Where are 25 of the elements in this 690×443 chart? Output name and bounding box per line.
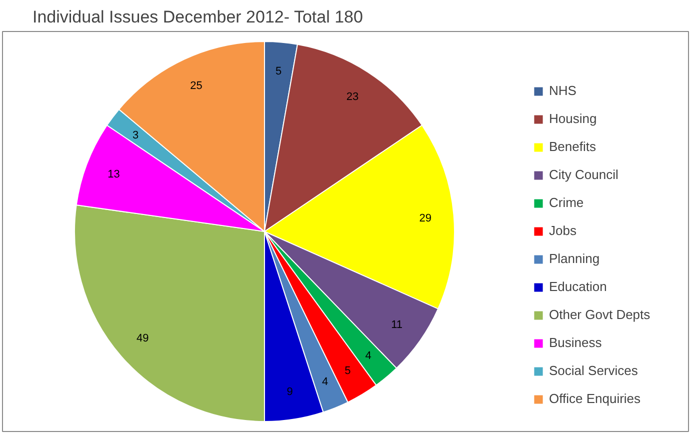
legend-label: Jobs — [549, 223, 576, 238]
data-label: 25 — [190, 80, 202, 92]
data-label: 9 — [286, 386, 293, 398]
data-label: 5 — [276, 66, 282, 78]
legend-label: Benefits — [549, 139, 596, 154]
legend-label: Education — [549, 279, 607, 294]
data-label: 29 — [419, 212, 432, 224]
legend-label: Business — [549, 335, 602, 350]
data-label: 3 — [132, 129, 139, 142]
chart-title: Individual Issues December 2012- Total 180 — [32, 8, 363, 26]
data-label: 5 — [344, 364, 351, 377]
data-label: 4 — [322, 376, 328, 388]
legend-label: Planning — [549, 251, 600, 266]
legend-label: Housing — [549, 111, 597, 126]
legend-label: City Council — [549, 167, 618, 182]
data-label: 13 — [108, 168, 120, 181]
legend-label: Other Govt Depts — [549, 307, 650, 322]
data-label: 4 — [365, 350, 372, 362]
legend-label: NHS — [549, 83, 576, 98]
data-label: 11 — [391, 319, 403, 332]
legend-label: Social Services — [549, 363, 638, 378]
data-label: 49 — [136, 332, 149, 344]
legend-label: Crime — [549, 195, 584, 210]
legend-label: Office Enquiries — [549, 391, 641, 406]
data-label: 23 — [346, 91, 359, 104]
